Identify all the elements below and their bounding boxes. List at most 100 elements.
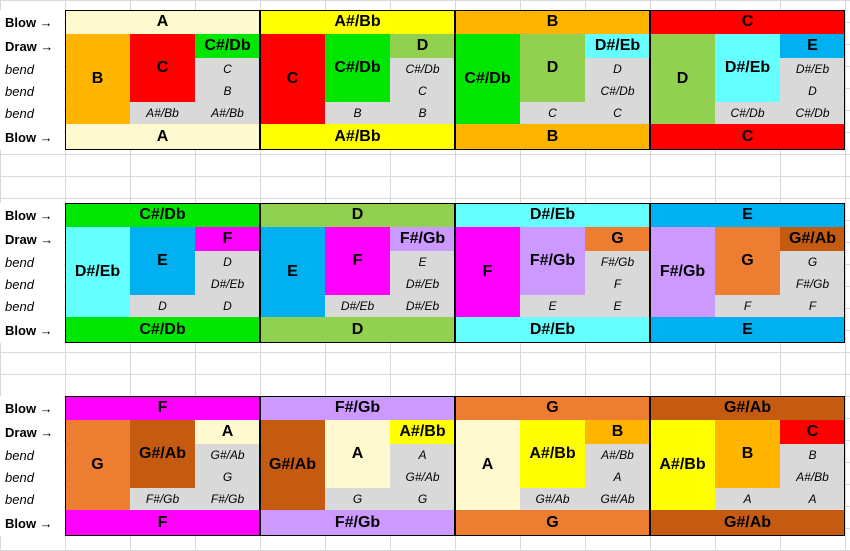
bend-note: G#/Ab [195,444,260,466]
draw-note-c: C [260,34,325,124]
blow-note-gsharp-ab: G#/Ab [650,510,845,536]
bend-note: E [585,295,650,317]
blow-note-asharp-bb: A#/Bb [260,10,455,34]
draw-note-g: G [715,227,780,295]
blow-note-g: G [455,396,650,420]
blow-note-d: D [260,317,455,343]
draw-note-gsharp-ab: G#/Ab [130,420,195,488]
row-label-draw: Draw → [0,420,64,444]
row-label-bend: bend [0,80,64,102]
draw-note-b: B [65,34,130,124]
bend-note: D#/Eb [780,58,845,80]
draw-note-dsharp-eb: D#/Eb [715,34,780,102]
bend-note: A [780,488,845,510]
bend-note: A#/Bb [195,102,260,124]
bend-note: D#/Eb [390,273,455,295]
bend-note: B [325,102,390,124]
row-label-blow: Blow → [0,396,64,420]
blow-note-g: G [455,510,650,536]
blow-note-asharp-bb: A#/Bb [260,124,455,150]
bend-note: B [195,80,260,102]
row-label-blow: Blow → [0,510,64,536]
row-label-bend: bend [0,444,64,466]
row-label-bend: bend [0,251,64,273]
bend-note: E [390,251,455,273]
bend-note: A [585,466,650,488]
row-label-bend: bend [0,295,64,317]
row-label-bend: bend [0,273,64,295]
draw-note-d: D [390,34,455,58]
draw-note-asharp-bb: A#/Bb [520,420,585,488]
draw-note-c: C [780,420,845,444]
blow-note-f: F [65,510,260,536]
draw-note-csharp-db: C#/Db [325,34,390,102]
draw-note-a: A [325,420,390,488]
draw-note-fsharp-gb: F#/Gb [650,227,715,317]
blow-note-b: B [455,10,650,34]
bend-note: C [585,102,650,124]
draw-note-e: E [130,227,195,295]
blow-note-gsharp-ab: G#/Ab [650,396,845,420]
draw-note-g: G [585,227,650,251]
bend-note: G [325,488,390,510]
bend-note: D#/Eb [390,295,455,317]
row-label-bend: bend [0,58,64,80]
bend-note: D#/Eb [195,273,260,295]
draw-note-dsharp-eb: D#/Eb [585,34,650,58]
draw-note-gsharp-ab: G#/Ab [780,227,845,251]
bend-note: C [195,58,260,80]
row-label-bend: bend [0,466,64,488]
bend-note: A [390,444,455,466]
blow-note-csharp-db: C#/Db [65,203,260,227]
bend-note: G#/Ab [390,466,455,488]
row-label-blow: Blow → [0,317,64,343]
bend-note: C#/Db [585,80,650,102]
bend-note: D [585,58,650,80]
row-label-bend: bend [0,488,64,510]
bend-note: B [780,444,845,466]
bend-note: E [520,295,585,317]
draw-note-dsharp-eb: D#/Eb [65,227,130,317]
bend-note: G [195,466,260,488]
bend-note: G#/Ab [520,488,585,510]
draw-note-c: C [130,34,195,102]
blow-note-csharp-db: C#/Db [65,317,260,343]
blow-note-d: D [260,203,455,227]
row-label-blow: Blow → [0,203,64,227]
bend-note: A#/Bb [130,102,195,124]
row-label-bend: bend [0,102,64,124]
bend-note: F#/Gb [780,273,845,295]
blow-note-c: C [650,10,845,34]
draw-note-d: D [650,34,715,124]
bend-note: F#/Gb [585,251,650,273]
bend-note: D [195,251,260,273]
bend-note: C#/Db [715,102,780,124]
draw-note-d: D [520,34,585,102]
blow-note-a: A [65,124,260,150]
bend-note: B [390,102,455,124]
bend-note: A#/Bb [780,466,845,488]
bend-note: D [130,295,195,317]
blow-note-e: E [650,317,845,343]
bend-note: D [195,295,260,317]
row-label-blow: Blow → [0,124,64,150]
draw-note-f: F [325,227,390,295]
blow-note-b: B [455,124,650,150]
blow-note-fsharp-gb: F#/Gb [260,510,455,536]
bend-note: G [390,488,455,510]
bend-note: C [390,80,455,102]
blow-note-dsharp-eb: D#/Eb [455,203,650,227]
draw-note-gsharp-ab: G#/Ab [260,420,325,510]
blow-note-a: A [65,10,260,34]
bend-note: F#/Gb [130,488,195,510]
draw-note-b: B [585,420,650,444]
draw-note-fsharp-gb: F#/Gb [520,227,585,295]
blow-note-f: F [65,396,260,420]
draw-note-a: A [455,420,520,510]
draw-note-csharp-db: C#/Db [455,34,520,124]
bend-note: A#/Bb [585,444,650,466]
row-label-draw: Draw → [0,34,64,58]
draw-note-csharp-db: C#/Db [195,34,260,58]
draw-note-g: G [65,420,130,510]
draw-note-asharp-bb: A#/Bb [650,420,715,510]
